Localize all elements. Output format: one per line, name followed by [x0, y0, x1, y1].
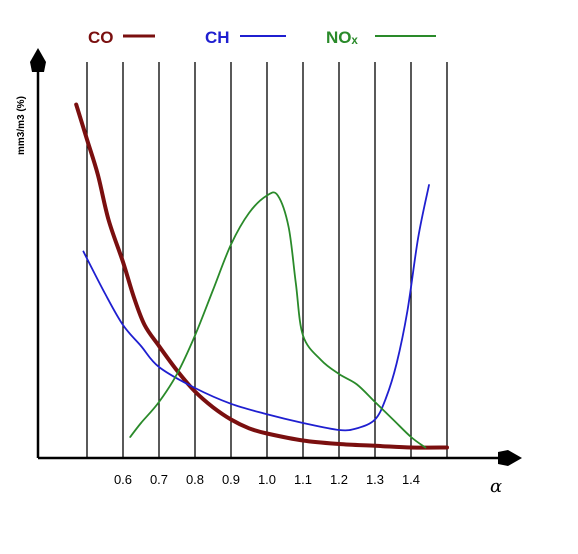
- y-axis-arrow: [30, 48, 46, 72]
- axes: [30, 48, 522, 466]
- x-tick-label: 0.6: [114, 472, 132, 487]
- x-tick-label: 0.9: [222, 472, 240, 487]
- x-tick-label: 1.0: [258, 472, 276, 487]
- nox-curve: [129, 191, 427, 449]
- vertical-grid: [86, 62, 448, 458]
- x-tick-label: 1.2: [330, 472, 348, 487]
- x-tick-labels: 0.6 0.7 0.8 0.9 1.0 1.1 1.2 1.3 1.4: [114, 472, 420, 487]
- legend-co-label: CO: [88, 28, 114, 47]
- x-tick-label: 0.8: [186, 472, 204, 487]
- legend-nox-label: NOₓ: [326, 28, 359, 47]
- x-axis-arrow: [498, 450, 522, 466]
- legend-ch-label: CH: [205, 28, 230, 47]
- co-curve: [74, 102, 449, 450]
- y-axis-label: mm3/m3 (%): [16, 96, 27, 155]
- x-tick-label: 1.4: [402, 472, 420, 487]
- curves: [74, 102, 449, 450]
- x-tick-label: 1.1: [294, 472, 312, 487]
- x-tick-label: 1.3: [366, 472, 384, 487]
- x-tick-label: 0.7: [150, 472, 168, 487]
- x-axis-label: α: [490, 476, 502, 497]
- legend: CO CH NOₓ: [88, 28, 436, 47]
- ch-curve: [82, 184, 430, 432]
